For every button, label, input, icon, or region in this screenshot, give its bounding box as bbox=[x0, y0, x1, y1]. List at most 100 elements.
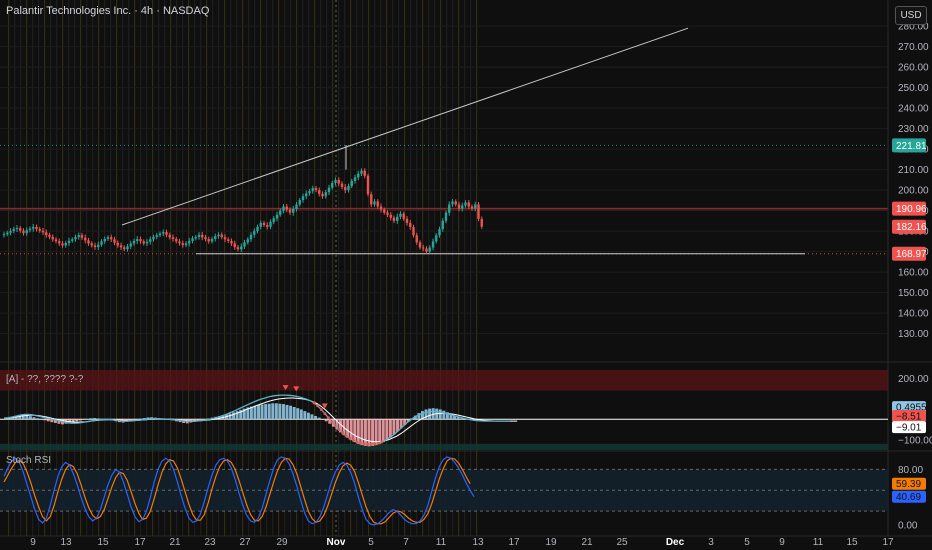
session-stripe bbox=[50, 0, 52, 536]
candle-body bbox=[67, 240, 71, 244]
histogram-bar bbox=[32, 417, 36, 420]
candle-body bbox=[178, 241, 181, 244]
histogram-bar bbox=[53, 419, 57, 423]
candle-body bbox=[253, 231, 256, 235]
candle-body bbox=[191, 238, 194, 241]
candle-body bbox=[19, 228, 22, 231]
candle-body bbox=[97, 244, 100, 248]
price-tick-label: 210.00 bbox=[898, 165, 929, 176]
price-tick-label: 230.00 bbox=[898, 124, 929, 135]
candle-body bbox=[396, 216, 399, 221]
stoch-label-badge bbox=[892, 477, 926, 490]
price-tick-label: 250.00 bbox=[898, 83, 929, 94]
histogram-bar bbox=[75, 419, 79, 422]
session-stripe bbox=[332, 0, 334, 536]
histogram-bar bbox=[321, 419, 325, 420]
stoch-tick-label: 80.00 bbox=[898, 465, 923, 476]
candle-body bbox=[425, 248, 428, 252]
session-stripe bbox=[164, 0, 166, 536]
time-tick-label: 11 bbox=[436, 537, 447, 548]
candle-body bbox=[243, 242, 246, 247]
macd-line bbox=[3, 394, 511, 445]
session-stripe bbox=[440, 0, 442, 536]
candle-body bbox=[61, 243, 64, 246]
candle-body bbox=[249, 234, 253, 240]
time-tick-label: Dec bbox=[666, 537, 685, 548]
candle-body bbox=[230, 240, 233, 244]
session-stripe bbox=[182, 0, 184, 536]
session-stripe bbox=[194, 0, 196, 536]
session-stripe bbox=[224, 0, 226, 536]
candle-body bbox=[467, 202, 470, 207]
histogram-bar bbox=[360, 419, 364, 446]
histogram-bar bbox=[253, 405, 257, 420]
candle-body bbox=[87, 240, 90, 244]
histogram-bar bbox=[235, 411, 239, 420]
session-stripe bbox=[260, 0, 262, 536]
histogram-bar bbox=[381, 419, 385, 443]
histogram-bar bbox=[442, 410, 446, 420]
time-tick-label: 15 bbox=[97, 537, 109, 548]
session-stripe bbox=[152, 0, 154, 536]
candle-body bbox=[292, 208, 295, 213]
price-tick-label: 260.00 bbox=[898, 63, 929, 74]
histogram-bar bbox=[299, 409, 303, 420]
session-stripe bbox=[308, 0, 310, 536]
candle-body bbox=[314, 188, 318, 191]
session-stripe bbox=[344, 0, 346, 536]
session-stripe bbox=[458, 0, 460, 536]
price-label-text: 182.16 bbox=[896, 222, 927, 233]
time-tick-label: 3 bbox=[708, 537, 714, 548]
price-tick-label: 280.00 bbox=[898, 22, 929, 33]
candle-body bbox=[282, 206, 285, 211]
currency-button[interactable]: USD bbox=[895, 6, 927, 25]
session-stripe bbox=[38, 0, 40, 536]
sell-dot bbox=[337, 428, 341, 431]
session-stripe bbox=[356, 0, 358, 536]
histogram-bar bbox=[367, 419, 371, 447]
histogram-bar bbox=[371, 419, 375, 446]
histogram-bar bbox=[50, 419, 54, 423]
histogram-bar bbox=[353, 419, 357, 443]
histogram-bar bbox=[363, 419, 367, 446]
histogram-bar bbox=[82, 419, 86, 420]
candle-body bbox=[106, 237, 110, 239]
stoch-label-text: 59.39 bbox=[896, 479, 921, 490]
histogram-bar bbox=[303, 411, 307, 420]
candle-body bbox=[35, 227, 38, 230]
histogram-bar bbox=[89, 418, 93, 420]
price-tick-label: 130.00 bbox=[898, 329, 929, 340]
time-tick-label: 25 bbox=[616, 537, 628, 548]
candle-body bbox=[80, 235, 84, 238]
candle-body bbox=[399, 213, 402, 217]
session-stripe bbox=[44, 0, 46, 536]
histogram-bar bbox=[385, 419, 389, 441]
price-label-text: 168.97 bbox=[896, 249, 927, 260]
session-stripe bbox=[284, 0, 286, 536]
candle-body bbox=[93, 245, 97, 248]
stoch-d-line bbox=[3, 457, 471, 525]
session-stripe bbox=[410, 0, 412, 536]
candle-body bbox=[415, 235, 418, 243]
session-stripe bbox=[464, 0, 466, 536]
candle-body bbox=[246, 239, 249, 243]
time-tick-label: 11 bbox=[813, 537, 824, 548]
session-stripe bbox=[104, 0, 106, 536]
sell-marker bbox=[321, 403, 328, 409]
candle-body bbox=[444, 212, 448, 221]
session-stripe bbox=[338, 0, 340, 536]
candle-body bbox=[214, 236, 217, 239]
stoch-k-line bbox=[3, 456, 475, 526]
histogram-bar bbox=[217, 415, 221, 420]
candle-body bbox=[373, 201, 376, 205]
histogram-bar bbox=[310, 414, 314, 420]
candle-body bbox=[71, 239, 74, 241]
histogram-bar bbox=[463, 419, 467, 420]
session-stripe bbox=[212, 0, 214, 536]
histogram-bar bbox=[374, 419, 378, 446]
session-stripe bbox=[380, 0, 382, 536]
time-tick-label: 21 bbox=[581, 537, 593, 548]
histogram-bar bbox=[228, 413, 232, 420]
session-stripe bbox=[218, 0, 220, 536]
